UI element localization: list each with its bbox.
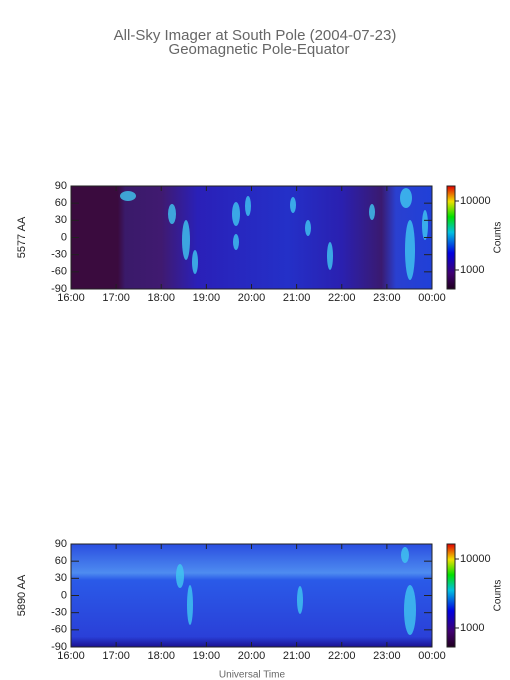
y-tick-label: 90 bbox=[55, 180, 67, 192]
y-tick-label: 30 bbox=[55, 214, 67, 226]
x-tick-label: 22:00 bbox=[328, 292, 356, 304]
bright-feature bbox=[233, 234, 239, 250]
x-tick-label: 16:00 bbox=[57, 292, 85, 304]
heatmap-image bbox=[71, 544, 432, 647]
x-tick-label: 22:00 bbox=[328, 650, 356, 662]
bright-feature bbox=[327, 242, 333, 270]
colorbar bbox=[446, 185, 456, 290]
x-tick-label: 16:00 bbox=[57, 650, 85, 662]
y-tick-label: -30 bbox=[51, 249, 67, 261]
x-tick-label: 17:00 bbox=[102, 650, 130, 662]
heatmap-image bbox=[71, 186, 432, 289]
bright-feature bbox=[232, 202, 240, 226]
bright-feature bbox=[400, 188, 412, 208]
bright-feature bbox=[245, 196, 251, 216]
bright-feature bbox=[405, 220, 415, 280]
y-tick-label: 30 bbox=[55, 572, 67, 584]
x-tick-label: 19:00 bbox=[193, 650, 221, 662]
colorbar-title: Counts bbox=[493, 580, 504, 612]
y-tick-label: 0 bbox=[61, 231, 67, 243]
title: All-Sky Imager at South Pole (2004-07-23… bbox=[114, 27, 397, 44]
colorbar-tick-label: 10000 bbox=[460, 195, 491, 207]
subtitle: Geomagnetic Pole-Equator bbox=[169, 41, 350, 58]
bright-feature bbox=[168, 204, 176, 224]
y-tick-label: -90 bbox=[51, 641, 67, 653]
y-tick-label: 60 bbox=[55, 197, 67, 209]
x-tick-label: 18:00 bbox=[147, 292, 175, 304]
x-tick-label: 00:00 bbox=[418, 292, 446, 304]
bright-feature bbox=[120, 191, 136, 201]
colorbar bbox=[446, 543, 456, 648]
bright-feature bbox=[404, 585, 416, 635]
y-tick-label: 90 bbox=[55, 538, 67, 550]
y-tick-label: -60 bbox=[51, 266, 67, 278]
x-tick-label: 20:00 bbox=[238, 650, 266, 662]
x-tick-label: 19:00 bbox=[193, 292, 221, 304]
y-axis-title: 5577 AA bbox=[16, 216, 28, 258]
x-tick-label: 21:00 bbox=[283, 292, 311, 304]
bright-feature bbox=[192, 250, 198, 274]
y-tick-label: -90 bbox=[51, 283, 67, 295]
colorbar-tick-label: 1000 bbox=[460, 264, 484, 276]
y-tick-label: -30 bbox=[51, 607, 67, 619]
bright-feature bbox=[401, 547, 409, 563]
bright-feature bbox=[182, 220, 190, 260]
bright-feature bbox=[305, 220, 311, 236]
colorbar-tick-label: 1000 bbox=[460, 622, 484, 634]
x-tick-label: 18:00 bbox=[147, 650, 175, 662]
x-tick-label: 20:00 bbox=[238, 292, 266, 304]
bright-feature bbox=[422, 210, 428, 240]
x-tick-label: 21:00 bbox=[283, 650, 311, 662]
bright-feature bbox=[176, 564, 184, 588]
y-tick-label: 0 bbox=[61, 589, 67, 601]
bright-feature bbox=[369, 204, 375, 220]
colorbar-tick-label: 10000 bbox=[460, 553, 491, 565]
x-tick-label: 23:00 bbox=[373, 650, 401, 662]
y-axis-title: 5890 AA bbox=[16, 574, 28, 616]
x-tick-label: 17:00 bbox=[102, 292, 130, 304]
x-tick-label: 23:00 bbox=[373, 292, 401, 304]
x-tick-label: 00:00 bbox=[418, 650, 446, 662]
colorbar-title: Counts bbox=[493, 222, 504, 254]
x-axis-title: Universal Time bbox=[219, 670, 286, 680]
y-tick-label: -60 bbox=[51, 624, 67, 636]
bright-feature bbox=[187, 585, 193, 625]
bright-feature bbox=[290, 197, 296, 213]
bright-feature bbox=[297, 586, 303, 614]
y-tick-label: 60 bbox=[55, 555, 67, 567]
